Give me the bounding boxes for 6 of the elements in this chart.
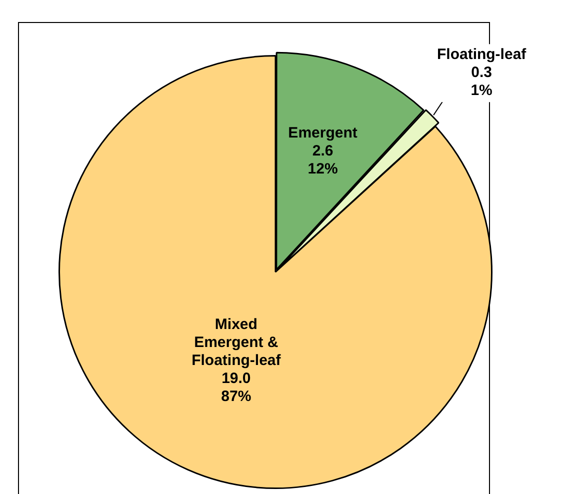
slice-label: Mixed Emergent & Floating-leaf (192, 316, 282, 370)
slice-label: Floating-leaf (436, 46, 528, 64)
data-label: 0.3 1% (470, 64, 492, 100)
slice-label: Emergent (288, 124, 358, 142)
data-label: 19.0 87% (221, 370, 252, 406)
data-label: 2.6 12% (308, 142, 338, 178)
